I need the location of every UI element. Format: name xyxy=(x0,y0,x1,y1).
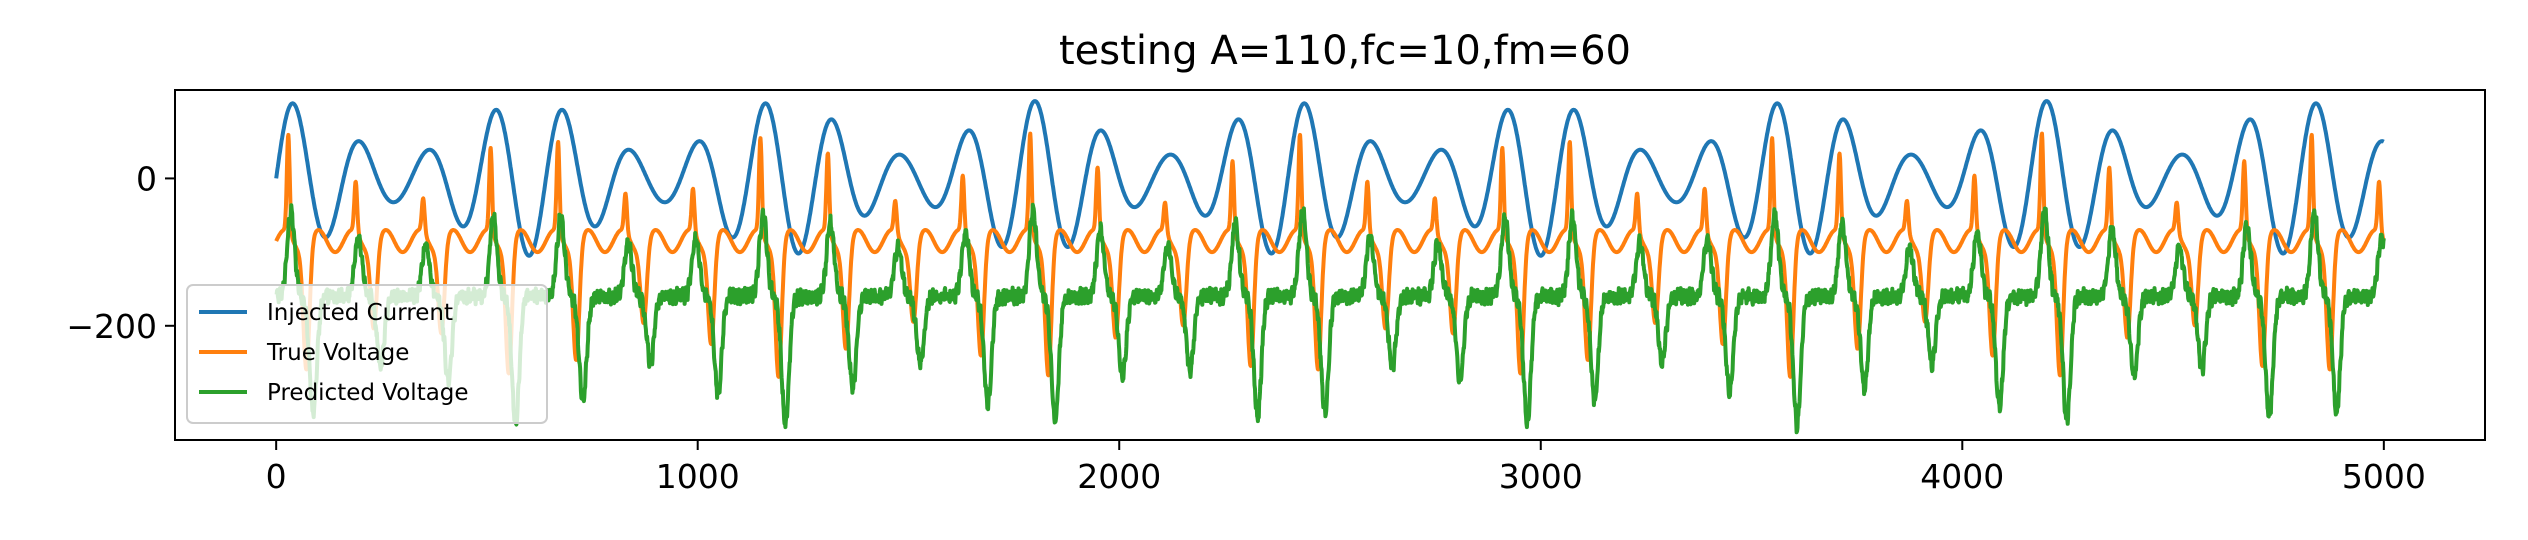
x-tick-label: 0 xyxy=(266,457,287,496)
x-tick-label: 3000 xyxy=(1499,457,1583,496)
x-tick-label: 1000 xyxy=(656,457,740,496)
legend-label: Predicted Voltage xyxy=(267,380,469,406)
y-tick-label: −200 xyxy=(66,307,157,346)
x-tick-label: 2000 xyxy=(1077,457,1161,496)
series-line-injected-current xyxy=(274,99,2386,258)
axes-layer: 0 1000 2000 3000 4000 5000 0 −200 xyxy=(66,89,2486,496)
plot-area xyxy=(274,99,2386,435)
legend-box xyxy=(186,284,548,424)
legend: Injected Current True Voltage Predicted Vo… xyxy=(186,284,548,424)
series-line-true-voltage xyxy=(274,131,2386,379)
series-line-predicted-voltage xyxy=(274,202,2386,435)
legend-label: True Voltage xyxy=(266,340,409,366)
legend-label: Injected Current xyxy=(267,300,453,326)
x-tick-label: 4000 xyxy=(1920,457,2004,496)
chart-title: testing A=110,fc=10,fm=60 xyxy=(1059,28,1631,74)
x-tick-label: 5000 xyxy=(2342,457,2426,496)
y-tick-label: 0 xyxy=(136,159,157,198)
axes-frame xyxy=(174,89,2486,441)
